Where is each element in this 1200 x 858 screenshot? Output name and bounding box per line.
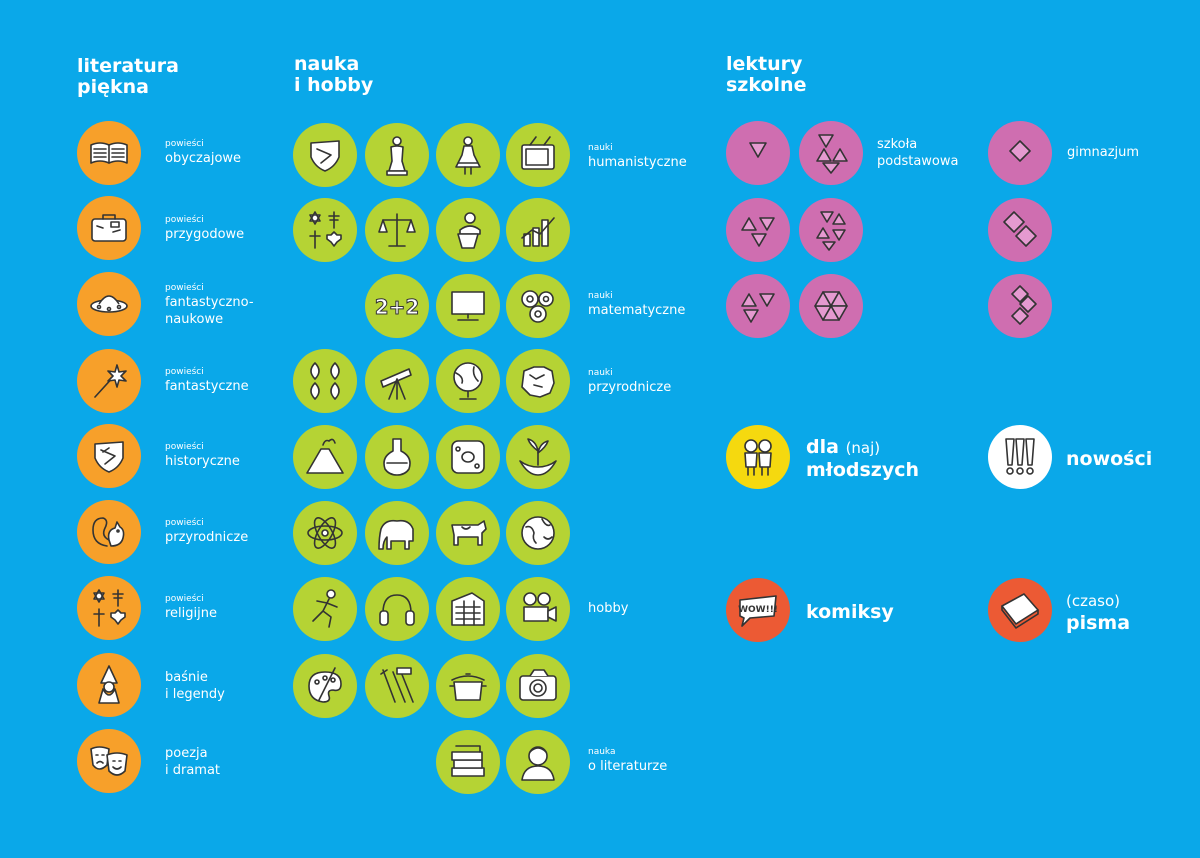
book-icon[interactable] [77, 121, 141, 185]
gnome-icon[interactable] [77, 653, 141, 717]
tools-icon[interactable] [365, 654, 429, 718]
category-label[interactable]: powieści przyrodnicze [165, 518, 249, 545]
cow-icon[interactable] [436, 501, 500, 565]
palette-icon[interactable] [293, 654, 357, 718]
suitcase-icon[interactable] [77, 196, 141, 260]
cell-icon[interactable] [436, 425, 500, 489]
photo-camera-icon[interactable] [506, 654, 570, 718]
theater-masks-icon[interactable] [77, 729, 141, 793]
komiksy-label[interactable]: komiksy [806, 601, 894, 623]
triangle-3-icon[interactable] [799, 121, 863, 185]
tv-icon[interactable] [506, 123, 570, 187]
triangle-1-icon[interactable] [726, 121, 790, 185]
kids-icon[interactable] [726, 425, 790, 489]
magic-wand-icon[interactable] [77, 349, 141, 413]
category-label[interactable]: powieści religijne [165, 594, 217, 621]
earth-icon[interactable] [506, 501, 570, 565]
growth-chart-icon[interactable] [506, 198, 570, 262]
nowosci-label[interactable]: nowości [1066, 448, 1153, 470]
scales-icon[interactable] [365, 198, 429, 262]
computer-icon[interactable] [436, 274, 500, 338]
heading-nauka-i-hobby: nauka i hobby [294, 53, 374, 96]
telescope-icon[interactable] [365, 349, 429, 413]
folk-doll-icon[interactable] [436, 123, 500, 187]
czasopisma-label[interactable]: (czaso) pisma [1066, 592, 1131, 634]
shield-icon[interactable] [77, 424, 141, 488]
flask-icon[interactable] [365, 425, 429, 489]
triangle-3b-icon[interactable] [726, 274, 790, 338]
speaker-podium-icon[interactable] [436, 198, 500, 262]
category-label[interactable]: nauka o literaturze [588, 747, 668, 774]
category-label[interactable]: hobby [588, 601, 629, 616]
elephant-icon[interactable] [365, 501, 429, 565]
headphones-icon[interactable] [365, 577, 429, 641]
category-label[interactable]: powieści historyczne [165, 442, 240, 469]
szkola-podstawowa-label[interactable]: szkoła podstawowa [877, 137, 959, 169]
globe-icon[interactable] [436, 349, 500, 413]
atom-icon[interactable] [293, 501, 357, 565]
category-label[interactable]: poezja i dramat [165, 746, 221, 778]
volcano-icon[interactable] [293, 425, 357, 489]
squirrel-icon[interactable] [77, 500, 141, 564]
category-label[interactable]: powieści fantastyczne [165, 367, 249, 394]
leaves-icon[interactable] [293, 349, 357, 413]
portrait-icon[interactable] [506, 730, 570, 794]
diamond-1-icon[interactable] [988, 121, 1052, 185]
pot-icon[interactable] [436, 654, 500, 718]
shield-icon[interactable] [293, 123, 357, 187]
category-label[interactable]: nauki przyrodnicze [588, 368, 672, 395]
diamond-2-icon[interactable] [988, 198, 1052, 262]
category-label[interactable]: powieści fantastyczno- naukowe [165, 283, 254, 327]
category-label[interactable]: powieści przygodowe [165, 215, 245, 242]
runner-icon[interactable] [293, 577, 357, 641]
category-label[interactable]: powieści obyczajowe [165, 139, 242, 166]
gimnazjum-label[interactable]: gimnazjum [1067, 145, 1140, 160]
dla-najmlodszych-label[interactable]: dla (naj) młodszych [806, 436, 920, 481]
building-icon[interactable] [436, 577, 500, 641]
category-label[interactable]: nauki matematyczne [588, 291, 686, 318]
triangle-4-icon[interactable] [799, 198, 863, 262]
magazine-icon[interactable] [988, 578, 1052, 642]
category-label[interactable]: baśnie i legendy [165, 670, 225, 702]
ufo-icon[interactable] [77, 272, 141, 336]
film-camera-icon[interactable] [506, 577, 570, 641]
category-label[interactable]: nauki humanistyczne [588, 143, 687, 170]
poland-map-icon[interactable] [506, 349, 570, 413]
comic-bubble-icon[interactable]: WOW!!! [726, 578, 790, 642]
statue-icon[interactable] [365, 123, 429, 187]
gears-icon[interactable] [506, 274, 570, 338]
diamond-3-icon[interactable] [988, 274, 1052, 338]
heading-lektury-szkolne: lektury szkolne [726, 53, 807, 96]
heading-literatura-piekna: literatura piękna [77, 55, 179, 98]
svg-text:WOW!!!: WOW!!! [738, 605, 778, 615]
exclamation-icon[interactable] [988, 425, 1052, 489]
religious-symbols-icon[interactable] [293, 198, 357, 262]
svg-text:2+2: 2+2 [375, 295, 419, 319]
books-icon[interactable] [436, 730, 500, 794]
triangle-6-icon[interactable] [799, 274, 863, 338]
triangle-2-icon[interactable] [726, 198, 790, 262]
religious-symbols-icon[interactable] [77, 576, 141, 640]
two-plus-two-icon[interactable]: 2+2 [365, 274, 429, 338]
hands-plant-icon[interactable] [506, 425, 570, 489]
